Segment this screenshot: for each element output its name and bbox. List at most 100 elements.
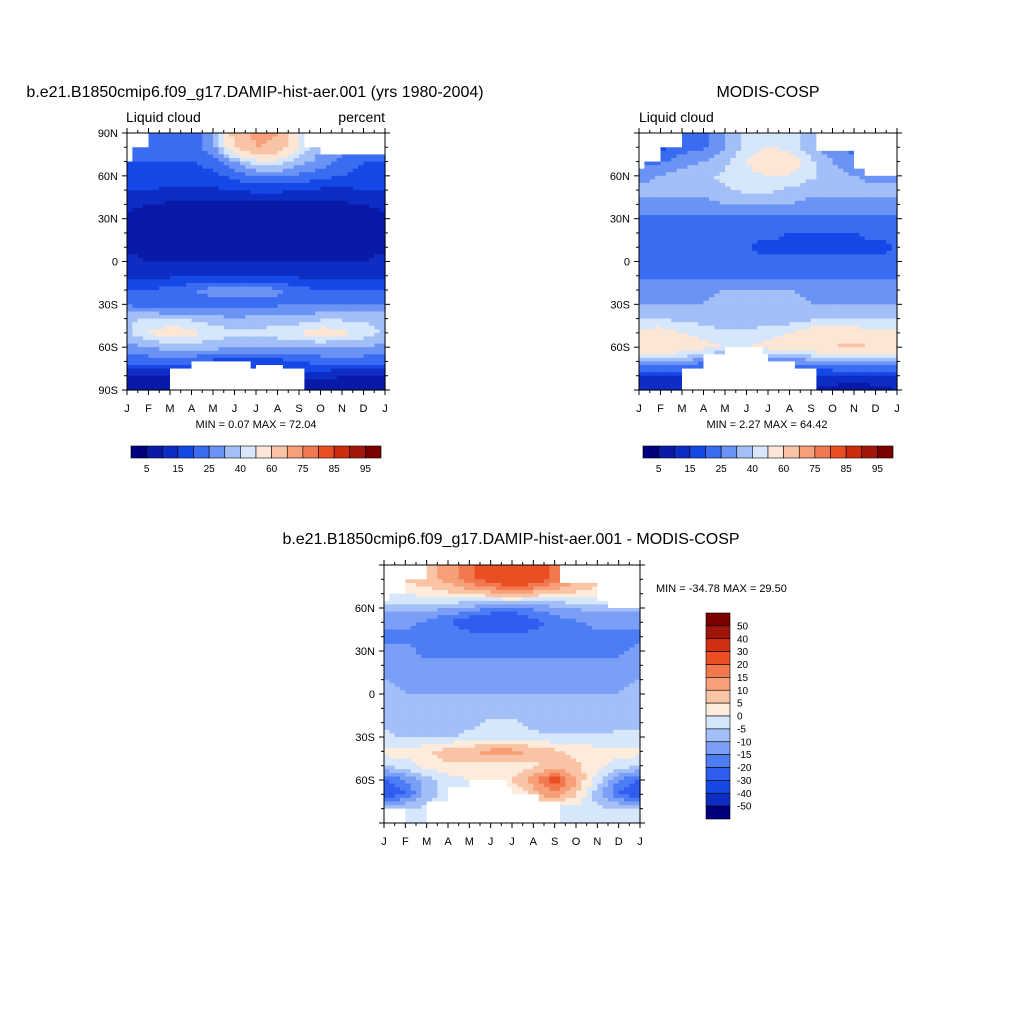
panel-obs-cell: [843, 208, 849, 212]
panel-model-cell: [342, 361, 348, 365]
panel-model-cell: [208, 372, 214, 376]
panel-model-cell: [321, 251, 327, 255]
panel-model-cell: [326, 379, 332, 383]
panel-obs-cell: [682, 219, 688, 223]
panel-model-cell: [208, 297, 214, 301]
panel-model-cell: [213, 237, 219, 241]
panel-obs-cell: [827, 144, 833, 148]
panel-model-cell: [235, 222, 241, 226]
panel-obs-cell: [687, 233, 693, 237]
panel-model-cell: [288, 326, 294, 330]
panel-model-cell: [143, 165, 149, 169]
panel-model-cell: [321, 194, 327, 198]
panel-model-cell: [181, 340, 187, 344]
panel-model-cell: [132, 286, 138, 290]
panel-model-cell: [240, 222, 246, 226]
panel-model-cell: [347, 383, 353, 387]
panel-model-cell: [159, 215, 165, 219]
panel-model-cell: [347, 258, 353, 262]
panel-model-cell: [181, 361, 187, 365]
panel-model-cell: [283, 315, 289, 319]
panel-model-cell: [132, 383, 138, 387]
panel-obs-cell: [870, 208, 876, 212]
panel-model-cell: [326, 301, 332, 305]
panel-obs-cell: [870, 233, 876, 237]
panel-model-cell: [218, 272, 224, 276]
panel-obs-cell: [822, 183, 828, 187]
panel-model-cell: [331, 187, 337, 191]
panel-model-cell: [186, 365, 192, 369]
panel-model-cell: [326, 286, 332, 290]
panel-model-cell: [143, 172, 149, 176]
panel-obs-cell: [784, 190, 790, 194]
panel-model-cell: [240, 212, 246, 216]
panel-obs-cell: [763, 204, 769, 208]
panel-obs-cell: [881, 183, 887, 187]
panel-obs-cell: [725, 162, 731, 166]
panel-model-cell: [278, 326, 284, 330]
panel-model-cell: [208, 154, 214, 158]
panel-model-cell: [374, 294, 380, 298]
panel-model-cell: [299, 137, 305, 141]
panel-obs-cell: [773, 215, 779, 219]
panel-model-cell: [197, 376, 203, 380]
panel-model-cell: [326, 358, 332, 362]
panel-model-cell: [165, 169, 171, 173]
panel-model-cell: [267, 212, 273, 216]
panel-model-cell: [235, 329, 241, 333]
panel-model-cell: [256, 258, 262, 262]
panel-model-cell: [374, 144, 380, 148]
panel-model-cell: [261, 308, 267, 312]
panel-model-cell: [294, 344, 300, 348]
panel-model-colorbar-label: 40: [235, 464, 247, 475]
panel-model-cell: [342, 319, 348, 323]
panel-model-cell: [202, 219, 208, 223]
panel-model-cell: [288, 176, 294, 180]
panel-model-cell: [181, 197, 187, 201]
panel-model-cell: [208, 319, 214, 323]
panel-obs-cell: [720, 215, 726, 219]
panel-model-cell: [337, 137, 343, 141]
panel-model-cell: [304, 226, 310, 230]
panel-model-cell: [229, 322, 235, 326]
panel-model-cell: [353, 344, 359, 348]
panel-model-cell: [165, 137, 171, 141]
panel-obs-cell: [768, 229, 774, 233]
panel-model-cell: [321, 172, 327, 176]
panel-model-cell: [245, 279, 251, 283]
panel-obs-cell: [795, 169, 801, 173]
panel-model-cell: [240, 190, 246, 194]
panel-model-cell: [256, 247, 262, 251]
panel-model-cell: [127, 383, 133, 387]
panel-model-cell: [326, 304, 332, 308]
panel-model-cell: [175, 319, 181, 323]
panel-model-cell: [331, 344, 337, 348]
panel-model-cell: [294, 176, 300, 180]
panel-model-cell: [364, 222, 370, 226]
panel-model-cell: [358, 154, 364, 158]
panel-obs-cell: [779, 165, 785, 169]
panel-obs-cell: [843, 165, 849, 169]
panel-model-cell: [321, 319, 327, 323]
panel-obs-cell: [838, 137, 844, 141]
panel-model-cell: [202, 140, 208, 144]
panel-model-cell: [326, 137, 332, 141]
panel-obs-cell: [714, 215, 720, 219]
panel-obs-cell: [800, 212, 806, 216]
panel-model-cell: [364, 183, 370, 187]
panel-model-cell: [213, 344, 219, 348]
panel-obs-cell: [639, 172, 645, 176]
panel-model-cell: [347, 304, 353, 308]
panel-model-cell: [256, 237, 262, 241]
panel-model-cell: [175, 286, 181, 290]
panel-obs-cell: [666, 158, 672, 162]
panel-obs-cell: [827, 162, 833, 166]
panel-obs-cell: [859, 158, 865, 162]
panel-model-cell: [267, 247, 273, 251]
panel-obs-cell: [650, 187, 656, 191]
panel-model-cell: [358, 133, 364, 137]
panel-model-cell: [170, 311, 176, 315]
panel-model-cell: [154, 251, 160, 255]
panel-model-cell: [288, 315, 294, 319]
panel-obs-cell: [773, 147, 779, 151]
